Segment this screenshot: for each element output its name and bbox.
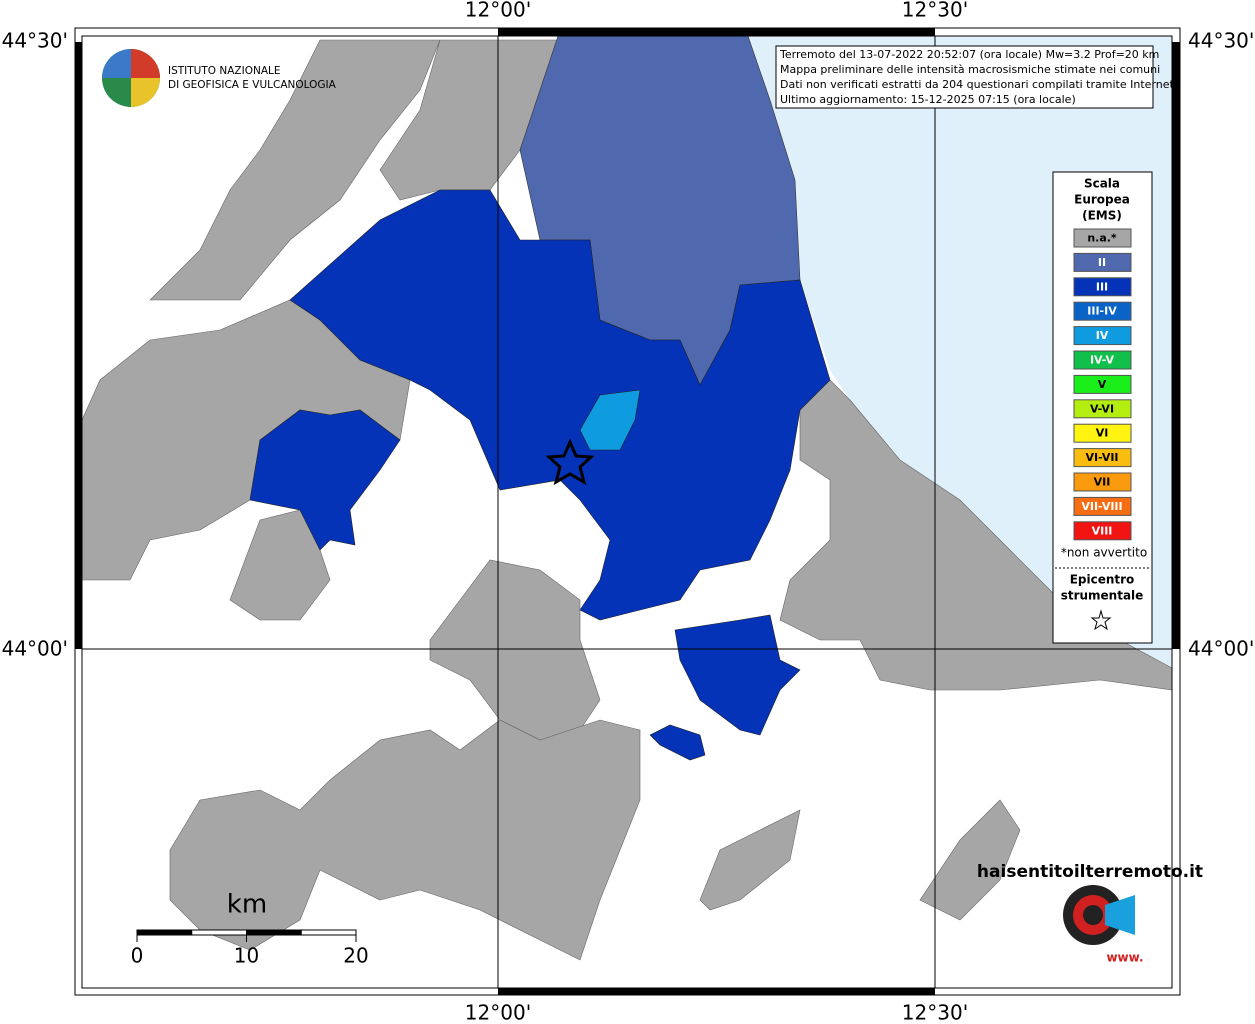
logo-text: DI GEOFISICA E VULCANOLOGIA bbox=[168, 79, 337, 91]
info-box bbox=[775, 45, 1154, 109]
legend-epicenter: Epicentro bbox=[1070, 573, 1135, 587]
scale-segment bbox=[191, 929, 247, 936]
epicenter-star bbox=[545, 438, 595, 486]
site-logo: haisentitoilterremoto.it www. bbox=[977, 862, 1203, 965]
legend-epicenter: strumentale bbox=[1061, 589, 1144, 603]
legend-title: Europea bbox=[1074, 193, 1130, 207]
legend-label: IV-V bbox=[1090, 354, 1115, 367]
legend-label: VIII bbox=[1092, 524, 1113, 537]
scale-segment bbox=[300, 929, 357, 936]
lon-label: 12°30' bbox=[902, 1001, 968, 1024]
scale-segment bbox=[136, 929, 193, 936]
legend-swatch bbox=[1073, 423, 1132, 443]
legend-star bbox=[1090, 609, 1112, 631]
lat-label: 44°00' bbox=[2, 637, 68, 661]
legend-label: VI bbox=[1096, 427, 1109, 440]
lon-label: 12°30' bbox=[902, 0, 968, 22]
legend-swatch bbox=[1073, 228, 1132, 248]
scale-segment bbox=[246, 929, 302, 936]
legend-note: *non avvertito bbox=[1061, 546, 1147, 560]
site-prefix: www. bbox=[1106, 951, 1143, 965]
area-iv bbox=[579, 389, 641, 451]
scale-label: 10 bbox=[234, 944, 259, 968]
legend-label: V bbox=[1098, 378, 1107, 391]
info-line: Terremoto del 13-07-2022 20:52:07 (ora l… bbox=[779, 48, 1159, 61]
info-line: Dati non verificati estratti da 204 ques… bbox=[780, 78, 1177, 91]
legend-swatch bbox=[1073, 326, 1132, 346]
graticule bbox=[82, 36, 1172, 988]
legend-title: (EMS) bbox=[1082, 209, 1122, 223]
scale-label: 0 bbox=[131, 944, 144, 968]
legend-swatch bbox=[1073, 448, 1132, 468]
legend-swatch bbox=[1073, 399, 1132, 419]
site-name: haisentitoilterremoto.it bbox=[977, 862, 1203, 882]
legend-label: III bbox=[1096, 280, 1108, 293]
lon-label: 12°00' bbox=[465, 1001, 531, 1024]
lat-label: 44°00' bbox=[1188, 637, 1254, 661]
legend-swatch bbox=[1073, 301, 1132, 321]
legend-label: IV bbox=[1096, 329, 1109, 342]
frame bbox=[74, 27, 1181, 996]
legend-swatch bbox=[1073, 472, 1132, 492]
legend-label: VI-VII bbox=[1085, 451, 1118, 464]
legend-label: VII-VIII bbox=[1081, 500, 1122, 513]
legend-label: n.a.* bbox=[1087, 232, 1117, 245]
info-line: Mappa preliminare delle intensità macros… bbox=[780, 63, 1160, 76]
legend-swatch bbox=[1073, 374, 1132, 394]
legend-label: III-IV bbox=[1087, 305, 1117, 318]
lon-label: 12°00' bbox=[465, 0, 531, 22]
scale-label: 20 bbox=[343, 944, 368, 968]
legend-label: V-VI bbox=[1090, 402, 1114, 415]
info-line: Ultimo aggiornamento: 15-12-2025 07:15 (… bbox=[780, 93, 1076, 106]
legend-swatch bbox=[1073, 496, 1132, 516]
legend-label: VII bbox=[1094, 476, 1111, 489]
scale-unit: km bbox=[227, 890, 267, 920]
logo-text: ISTITUTO NAZIONALE bbox=[168, 65, 281, 77]
not-felt-areas bbox=[81, 39, 1173, 961]
lat-label: 44°30' bbox=[2, 29, 68, 53]
legend-title: Scala bbox=[1084, 177, 1120, 191]
legend-swatch bbox=[1073, 350, 1132, 370]
legend-label: II bbox=[1098, 256, 1106, 269]
area-iii bbox=[249, 189, 831, 761]
legend-swatch bbox=[1073, 277, 1132, 297]
ingv-logo: ISTITUTO NAZIONALE DI GEOFISICA E VULCAN… bbox=[102, 49, 337, 107]
lat-label: 44°30' bbox=[1188, 29, 1254, 53]
legend-swatch bbox=[1073, 252, 1132, 272]
legend-swatch bbox=[1073, 521, 1132, 541]
